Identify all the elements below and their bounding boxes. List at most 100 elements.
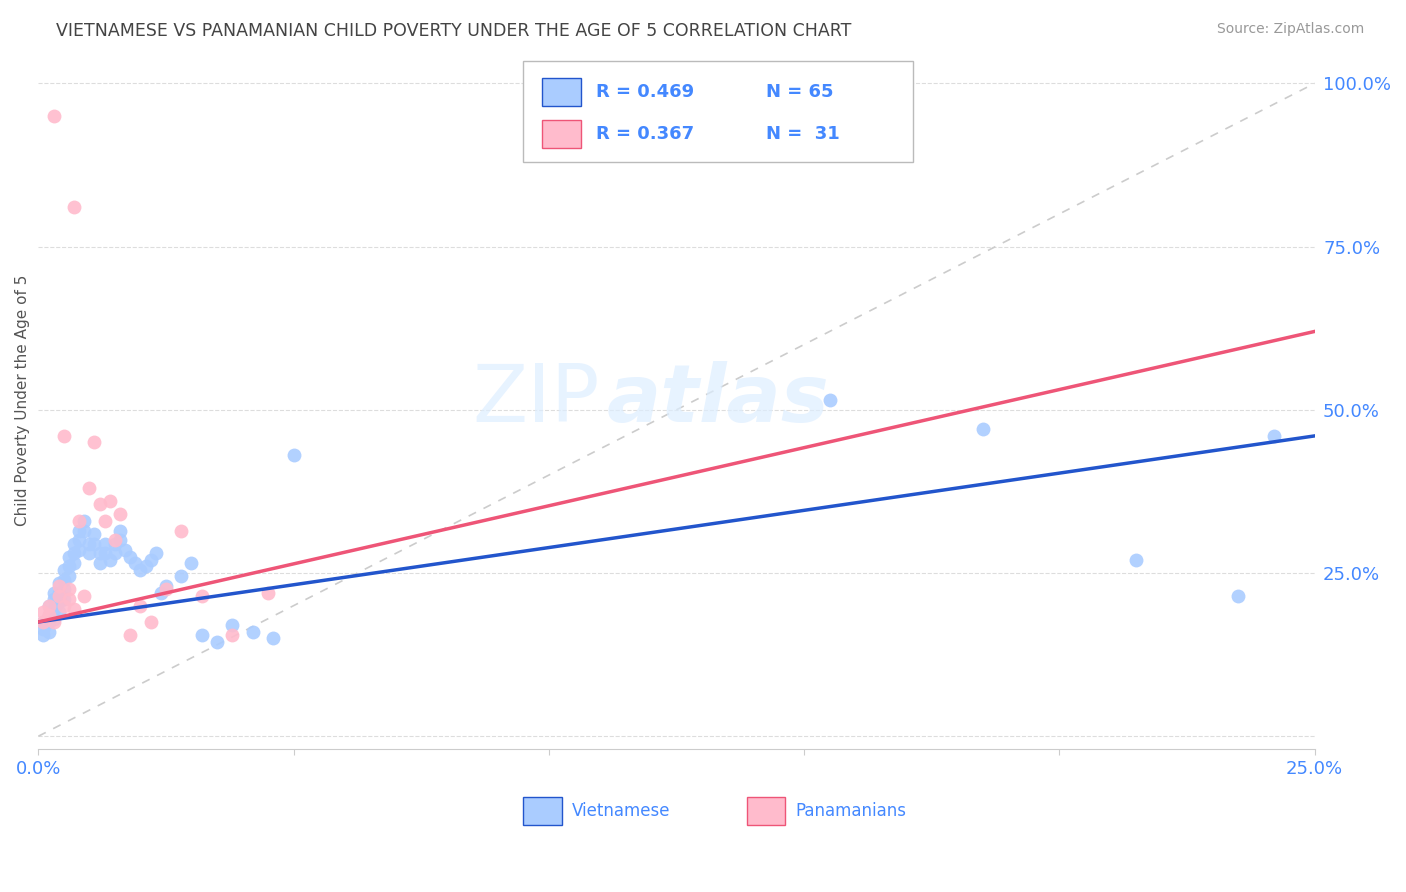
Point [93, 546, 115, 560]
Point [1125, 553, 1147, 567]
Point [139, 553, 162, 567]
Point [67, 524, 90, 538]
Point [52, 582, 75, 597]
Point [98, 494, 121, 508]
Point [48, 579, 70, 593]
FancyBboxPatch shape [523, 62, 912, 162]
Text: N = 65: N = 65 [766, 83, 834, 101]
Point [38, 599, 60, 613]
Point [58, 582, 80, 597]
Point [63, 546, 86, 560]
Point [257, 585, 280, 599]
Point [58, 559, 80, 574]
Point [42, 109, 65, 123]
Point [93, 536, 115, 550]
Point [32, 628, 55, 642]
Point [190, 589, 212, 603]
Y-axis label: Child Poverty Under the Age of 5: Child Poverty Under the Age of 5 [15, 275, 30, 525]
Point [89, 546, 111, 560]
Point [38, 608, 60, 623]
Point [155, 579, 177, 593]
Text: Source: ZipAtlas.com: Source: ZipAtlas.com [1216, 22, 1364, 37]
Point [73, 524, 96, 538]
Point [63, 200, 86, 214]
Text: ZIP: ZIP [472, 361, 600, 439]
Point [58, 569, 80, 583]
Point [221, 618, 243, 632]
Point [205, 634, 228, 648]
Point [38, 624, 60, 639]
Point [32, 605, 55, 619]
Point [135, 559, 157, 574]
Point [58, 549, 80, 564]
Point [114, 543, 136, 558]
Text: R = 0.367: R = 0.367 [596, 125, 695, 143]
Point [63, 556, 86, 570]
Point [38, 599, 60, 613]
FancyBboxPatch shape [543, 120, 581, 148]
Point [170, 524, 193, 538]
Point [129, 563, 152, 577]
Point [42, 585, 65, 599]
Point [48, 589, 70, 603]
Point [67, 533, 90, 548]
Point [67, 543, 90, 558]
Point [104, 533, 127, 548]
Point [83, 536, 105, 550]
Point [221, 628, 243, 642]
Point [73, 589, 96, 603]
Text: VIETNAMESE VS PANAMANIAN CHILD POVERTY UNDER THE AGE OF 5 CORRELATION CHART: VIETNAMESE VS PANAMANIAN CHILD POVERTY U… [56, 22, 852, 40]
Point [32, 622, 55, 636]
Point [145, 546, 167, 560]
Text: N =  31: N = 31 [766, 125, 839, 143]
Point [104, 536, 127, 550]
Point [48, 585, 70, 599]
Point [79, 536, 101, 550]
Point [98, 553, 121, 567]
Point [104, 546, 127, 560]
Text: R = 0.469: R = 0.469 [596, 83, 695, 101]
Point [83, 435, 105, 450]
Point [42, 602, 65, 616]
Point [129, 599, 152, 613]
Point [48, 605, 70, 619]
Point [108, 533, 131, 548]
Text: Vietnamese: Vietnamese [572, 802, 671, 820]
Point [120, 628, 142, 642]
Point [67, 514, 90, 528]
Point [58, 592, 80, 607]
Point [63, 536, 86, 550]
Point [32, 615, 55, 629]
Point [38, 608, 60, 623]
Point [89, 498, 111, 512]
Point [89, 556, 111, 570]
Point [52, 592, 75, 607]
Point [190, 628, 212, 642]
Point [120, 549, 142, 564]
FancyBboxPatch shape [543, 78, 581, 105]
FancyBboxPatch shape [523, 797, 561, 825]
Point [73, 514, 96, 528]
Point [79, 546, 101, 560]
Point [93, 514, 115, 528]
Text: atlas: atlas [606, 361, 830, 439]
Point [108, 524, 131, 538]
Text: Panamanians: Panamanians [796, 802, 907, 820]
Point [52, 599, 75, 613]
Point [972, 422, 994, 436]
Point [108, 508, 131, 522]
Point [52, 429, 75, 443]
Point [124, 556, 146, 570]
Point [38, 615, 60, 629]
Point [32, 615, 55, 629]
Point [242, 624, 264, 639]
Point [149, 585, 172, 599]
Point [139, 615, 162, 629]
Point [1263, 429, 1285, 443]
Point [283, 449, 305, 463]
Point [155, 582, 177, 597]
Point [48, 575, 70, 590]
Point [1227, 589, 1250, 603]
Point [42, 592, 65, 607]
Point [818, 392, 841, 407]
